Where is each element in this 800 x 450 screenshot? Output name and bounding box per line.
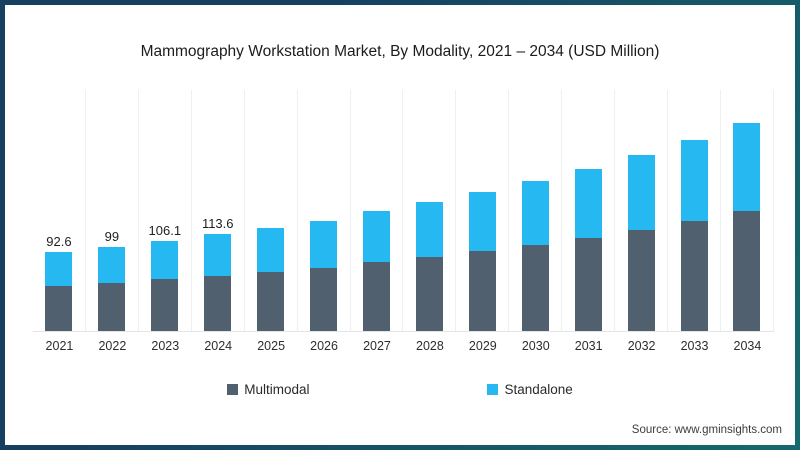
multimodal-segment — [521, 244, 549, 331]
bar-column-2032 — [615, 90, 669, 331]
bar-column-2021: 92.6 — [33, 90, 86, 331]
multimodal-segment — [574, 237, 602, 331]
legend-item-standalone: Standalone — [487, 382, 573, 397]
source-attribution: Source: www.gminsights.com — [631, 424, 782, 436]
chart-title: Mammography Workstation Market, By Modal… — [140, 43, 660, 60]
bar-value-label: 92.6 — [46, 234, 72, 250]
standalone-segment — [204, 234, 232, 276]
standalone-segment — [415, 201, 443, 257]
standalone-segment — [521, 180, 549, 245]
bar-column-2025 — [245, 90, 298, 331]
bar-value-label: 106.1 — [148, 222, 182, 238]
standalone-segment — [98, 246, 126, 283]
multimodal-segment — [310, 267, 338, 331]
bar-column-2028 — [403, 90, 457, 331]
chart-canvas: Mammography Workstation Market, By Modal… — [5, 5, 795, 445]
bar-column-2022: 99 — [86, 90, 139, 331]
legend-item-multimodal: Multimodal — [227, 382, 309, 397]
x-tick-label: 2031 — [574, 339, 603, 353]
multimodal-swatch-icon — [227, 384, 239, 395]
multimodal-segment — [680, 220, 708, 331]
bar-value-label: 99 — [104, 228, 120, 244]
x-tick-label: 2029 — [468, 339, 497, 353]
bar-column-2027 — [351, 90, 404, 331]
standalone-swatch-icon — [487, 384, 499, 395]
x-tick-label: 2033 — [680, 339, 709, 353]
standalone-segment — [468, 192, 496, 252]
standalone-segment — [574, 169, 602, 238]
legend: Multimodal Standalone — [5, 382, 795, 397]
multimodal-segment — [45, 285, 73, 331]
bar-column-2023: 106.1 — [139, 90, 192, 331]
legend-label-multimodal: Multimodal — [244, 382, 310, 397]
standalone-segment — [680, 139, 708, 221]
multimodal-segment — [415, 256, 443, 331]
bar-column-2031 — [562, 90, 616, 331]
x-tick-label: 2024 — [204, 339, 233, 353]
multimodal-segment — [204, 275, 232, 331]
x-tick-label: 2022 — [98, 339, 127, 353]
legend-label-standalone: Standalone — [504, 382, 573, 397]
x-tick-label: 2027 — [363, 339, 391, 353]
bar-column-2026 — [298, 90, 351, 331]
bar-column-2030 — [509, 90, 563, 331]
x-tick-label: 2025 — [257, 339, 286, 353]
plot-area: 92.6 99 106.1 113.6 — [33, 90, 774, 332]
bar-column-2024: 113.6 — [192, 90, 245, 331]
multimodal-segment — [362, 262, 390, 331]
standalone-segment — [627, 154, 655, 230]
bar-column-2029 — [456, 90, 510, 331]
bar-value-label: 113.6 — [201, 216, 234, 232]
x-tick-label: 2023 — [151, 339, 180, 353]
x-tick-label: 2021 — [45, 339, 74, 353]
standalone-segment — [257, 227, 285, 272]
x-axis-labels: 2021 2022 2023 2024 2025 2026 2027 2028 2029 2030… — [33, 339, 774, 353]
multimodal-segment — [257, 271, 285, 331]
multimodal-segment — [468, 251, 496, 331]
multimodal-segment — [151, 279, 179, 331]
bar-column-2033 — [668, 90, 721, 331]
standalone-segment — [733, 122, 761, 212]
bar-column-2034 — [721, 90, 774, 331]
multimodal-segment — [98, 282, 126, 331]
standalone-segment — [151, 240, 179, 280]
multimodal-segment — [627, 229, 655, 331]
standalone-segment — [362, 211, 390, 263]
x-tick-label: 2034 — [733, 339, 762, 353]
x-tick-label: 2026 — [310, 339, 338, 353]
x-tick-label: 2032 — [627, 339, 656, 353]
multimodal-segment — [733, 211, 761, 331]
x-tick-label: 2028 — [416, 339, 444, 353]
standalone-segment — [310, 220, 338, 268]
standalone-segment — [45, 252, 73, 286]
x-tick-label: 2030 — [521, 339, 550, 353]
